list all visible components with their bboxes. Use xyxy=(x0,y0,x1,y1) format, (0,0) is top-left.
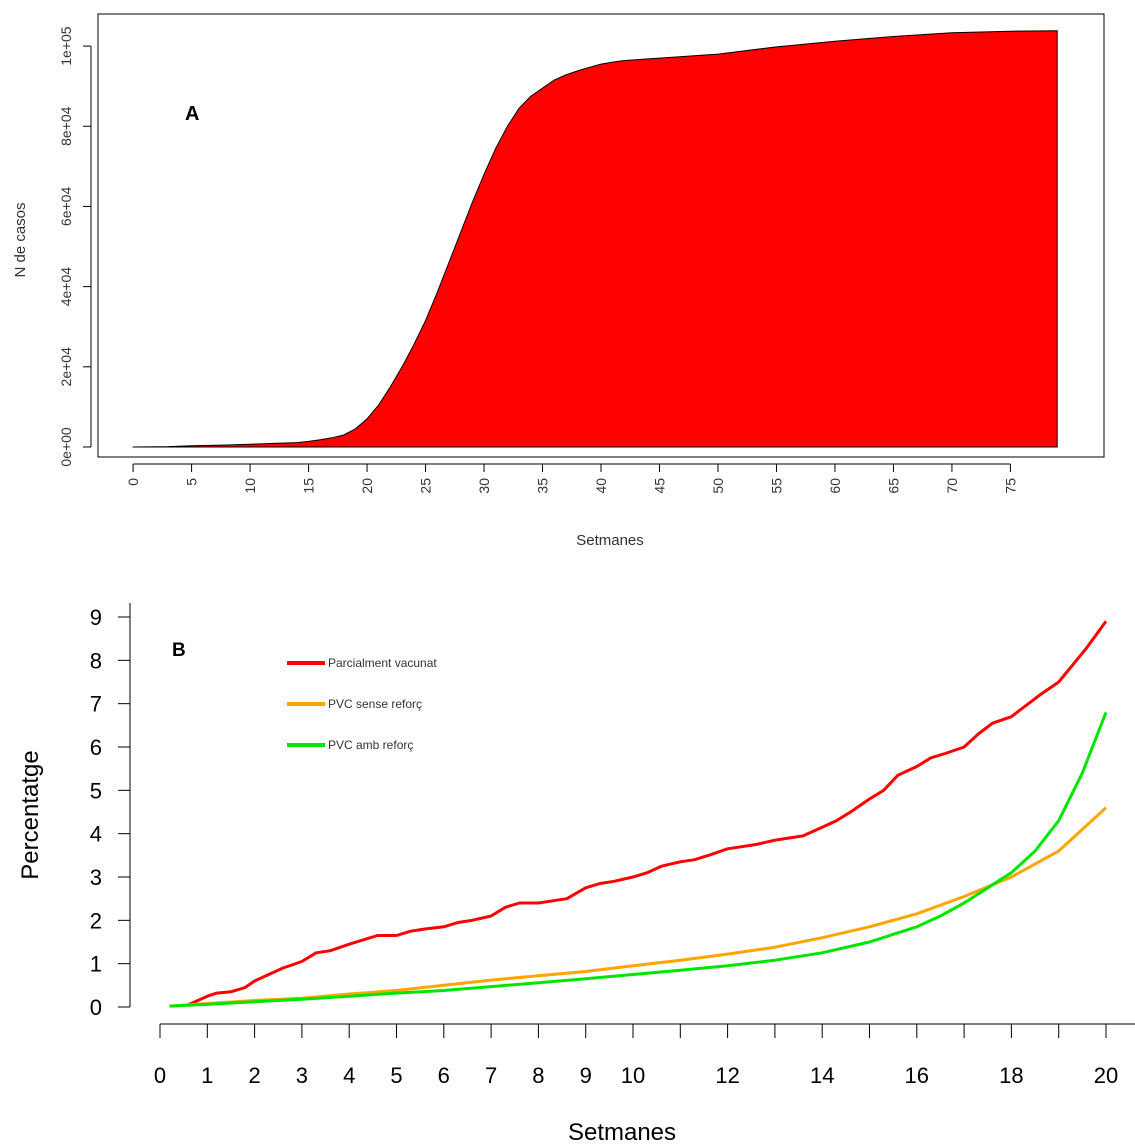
x-tick-label: 0 xyxy=(154,1063,166,1088)
x-tick-label: 75 xyxy=(1002,478,1018,494)
x-tick-label: 12 xyxy=(715,1063,739,1088)
y-axis-b: 0 1 2 3 4 5 6 7 8 9 xyxy=(90,603,131,1020)
y-tick-label: 2 xyxy=(90,908,102,933)
chart-panel-a: 0 5 10 15 20 25 30 35 40 45 50 55 60 65 70 75 0e+00 2e+0… xyxy=(12,13,1105,549)
y-tick-label: 5 xyxy=(90,778,102,803)
y-tick-label: 8 xyxy=(90,648,102,673)
x-tick-label: 45 xyxy=(651,478,667,494)
x-tick-label: 70 xyxy=(944,478,960,494)
x-tick-label: 5 xyxy=(184,478,200,486)
y-tick-label: 1 xyxy=(90,952,102,977)
line-series-b xyxy=(169,620,1108,1008)
x-tick-label: 25 xyxy=(418,478,434,494)
x-tick-label: 20 xyxy=(359,478,375,494)
legend-label: Parcialment vacunat xyxy=(328,656,437,670)
y-tick-label: 0 xyxy=(90,995,102,1020)
panel-label-a: A xyxy=(185,103,199,125)
x-tick-label: 14 xyxy=(810,1063,834,1088)
x-tick-label: 60 xyxy=(827,478,843,494)
x-tick-label: 15 xyxy=(301,478,317,494)
y-tick-label: 4e+04 xyxy=(58,267,74,307)
x-tick-label: 4 xyxy=(343,1063,355,1088)
x-tick-label: 10 xyxy=(242,478,258,494)
x-tick-label: 3 xyxy=(296,1063,308,1088)
x-tick-label: 40 xyxy=(593,478,609,494)
x-tick-label: 65 xyxy=(885,478,901,494)
x-tick-label: 0 xyxy=(125,478,141,486)
y-tick-label: 9 xyxy=(90,605,102,630)
x-tick-label: 20 xyxy=(1094,1063,1118,1088)
legend-label: PVC sense reforç xyxy=(328,697,422,711)
series-line xyxy=(169,806,1108,1008)
y-tick-label: 3 xyxy=(90,865,102,890)
x-tick-label: 16 xyxy=(905,1063,929,1088)
y-tick-label: 6e+04 xyxy=(58,187,74,227)
x-tick-label: 2 xyxy=(248,1063,260,1088)
y-tick-label: 0e+00 xyxy=(58,427,74,467)
y-tick-label: 4 xyxy=(90,822,102,847)
series-line xyxy=(187,620,1108,1007)
x-axis-title-a: Setmanes xyxy=(576,532,644,549)
plot-box-a xyxy=(97,13,1105,458)
x-axis-title-b: Setmanes xyxy=(568,1119,676,1146)
x-tick-label: 7 xyxy=(485,1063,497,1088)
x-tick-label: 5 xyxy=(390,1063,402,1088)
x-tick-label: 18 xyxy=(999,1063,1023,1088)
series-line xyxy=(169,711,1108,1008)
x-tick-label: 8 xyxy=(532,1063,544,1088)
y-tick-label: 2e+04 xyxy=(58,347,74,387)
x-tick-label: 30 xyxy=(476,478,492,494)
x-tick-label: 55 xyxy=(768,478,784,494)
y-axis-title-a: N de casos xyxy=(12,202,29,277)
y-tick-label: 6 xyxy=(90,735,102,760)
area-series-a xyxy=(132,30,1058,448)
x-tick-label: 50 xyxy=(710,478,726,494)
x-axis-a: 0 5 10 15 20 25 30 35 40 45 50 55 60 65 70 75 xyxy=(125,463,1018,494)
y-axis-title-b: Percentatge xyxy=(17,750,44,879)
y-tick-label: 1e+05 xyxy=(58,26,74,66)
y-axis-a: 0e+00 2e+04 4e+04 6e+04 8e+04 1e+05 xyxy=(58,26,92,467)
y-tick-label: 8e+04 xyxy=(58,106,74,146)
x-tick-label: 10 xyxy=(621,1063,645,1088)
legend-b: Parcialment vacunat PVC sense reforç PVC a… xyxy=(287,656,437,752)
x-tick-label: 9 xyxy=(580,1063,592,1088)
y-tick-label: 7 xyxy=(90,692,102,717)
area-fill xyxy=(132,30,1058,448)
x-tick-label: 6 xyxy=(438,1063,450,1088)
panel-label-b: B xyxy=(172,640,186,661)
x-tick-label: 1 xyxy=(201,1063,213,1088)
x-tick-label: 35 xyxy=(535,478,551,494)
x-axis-b: 0 1 2 3 4 5 6 7 8 9 10 12 14 16 18 20 xyxy=(154,1023,1135,1088)
legend-label: PVC amb reforç xyxy=(328,738,413,752)
